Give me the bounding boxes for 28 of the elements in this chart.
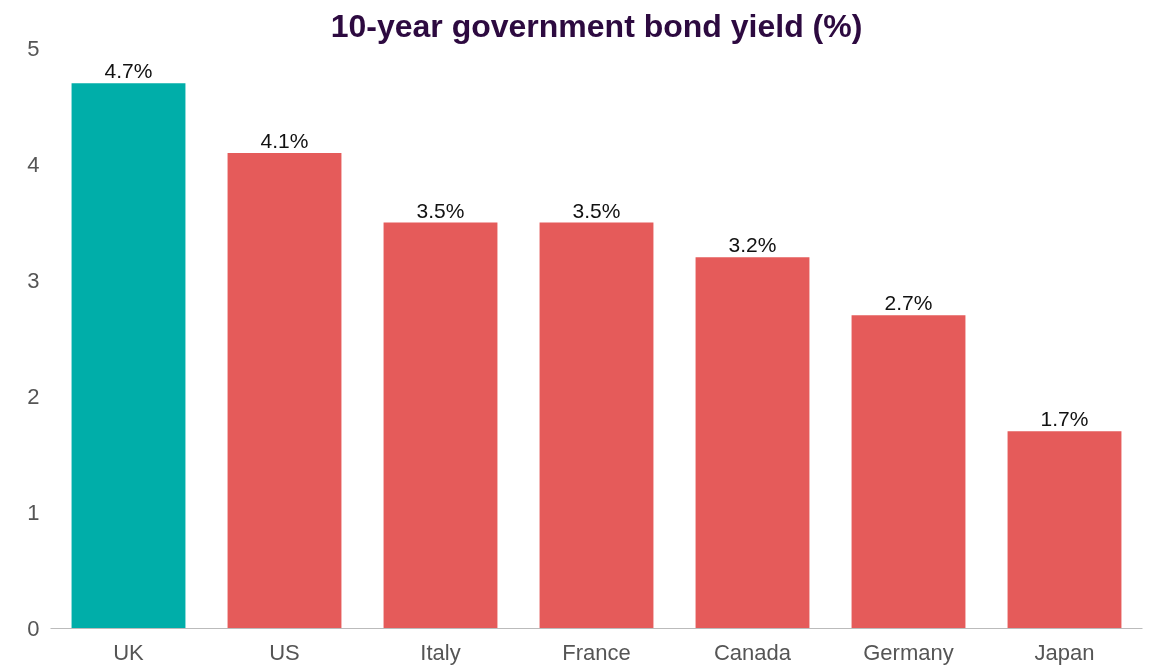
data-label: 4.7%: [104, 59, 153, 83]
x-tick-label: Germany: [863, 639, 954, 665]
x-tick-label: UK: [113, 639, 145, 665]
x-tick-label: US: [269, 639, 300, 665]
x-tick-label: Japan: [1034, 639, 1095, 665]
data-label: 4.1%: [260, 128, 309, 152]
y-tick-label: 0: [27, 616, 40, 641]
x-tick-label: Italy: [420, 639, 461, 665]
chart-title: 10-year government bond yield (%): [330, 7, 863, 44]
y-tick-label: 3: [27, 268, 40, 293]
data-label: 3.2%: [728, 233, 777, 257]
x-tick-label: Canada: [713, 639, 792, 665]
bar: [383, 222, 498, 629]
y-tick-label: 5: [27, 36, 40, 61]
data-label: 3.5%: [572, 198, 621, 222]
bar: [539, 222, 654, 629]
data-label: 3.5%: [416, 198, 465, 222]
y-tick-label: 4: [27, 152, 40, 177]
y-tick-label: 2: [27, 384, 40, 409]
bar: [695, 257, 810, 629]
data-label: 2.7%: [884, 291, 933, 315]
bar: [851, 315, 966, 629]
bar: [71, 83, 186, 629]
y-tick-label: 1: [27, 500, 40, 525]
bar: [1007, 431, 1122, 629]
data-label: 1.7%: [1040, 407, 1089, 431]
bar: [227, 152, 342, 629]
x-tick-label: France: [562, 639, 631, 665]
